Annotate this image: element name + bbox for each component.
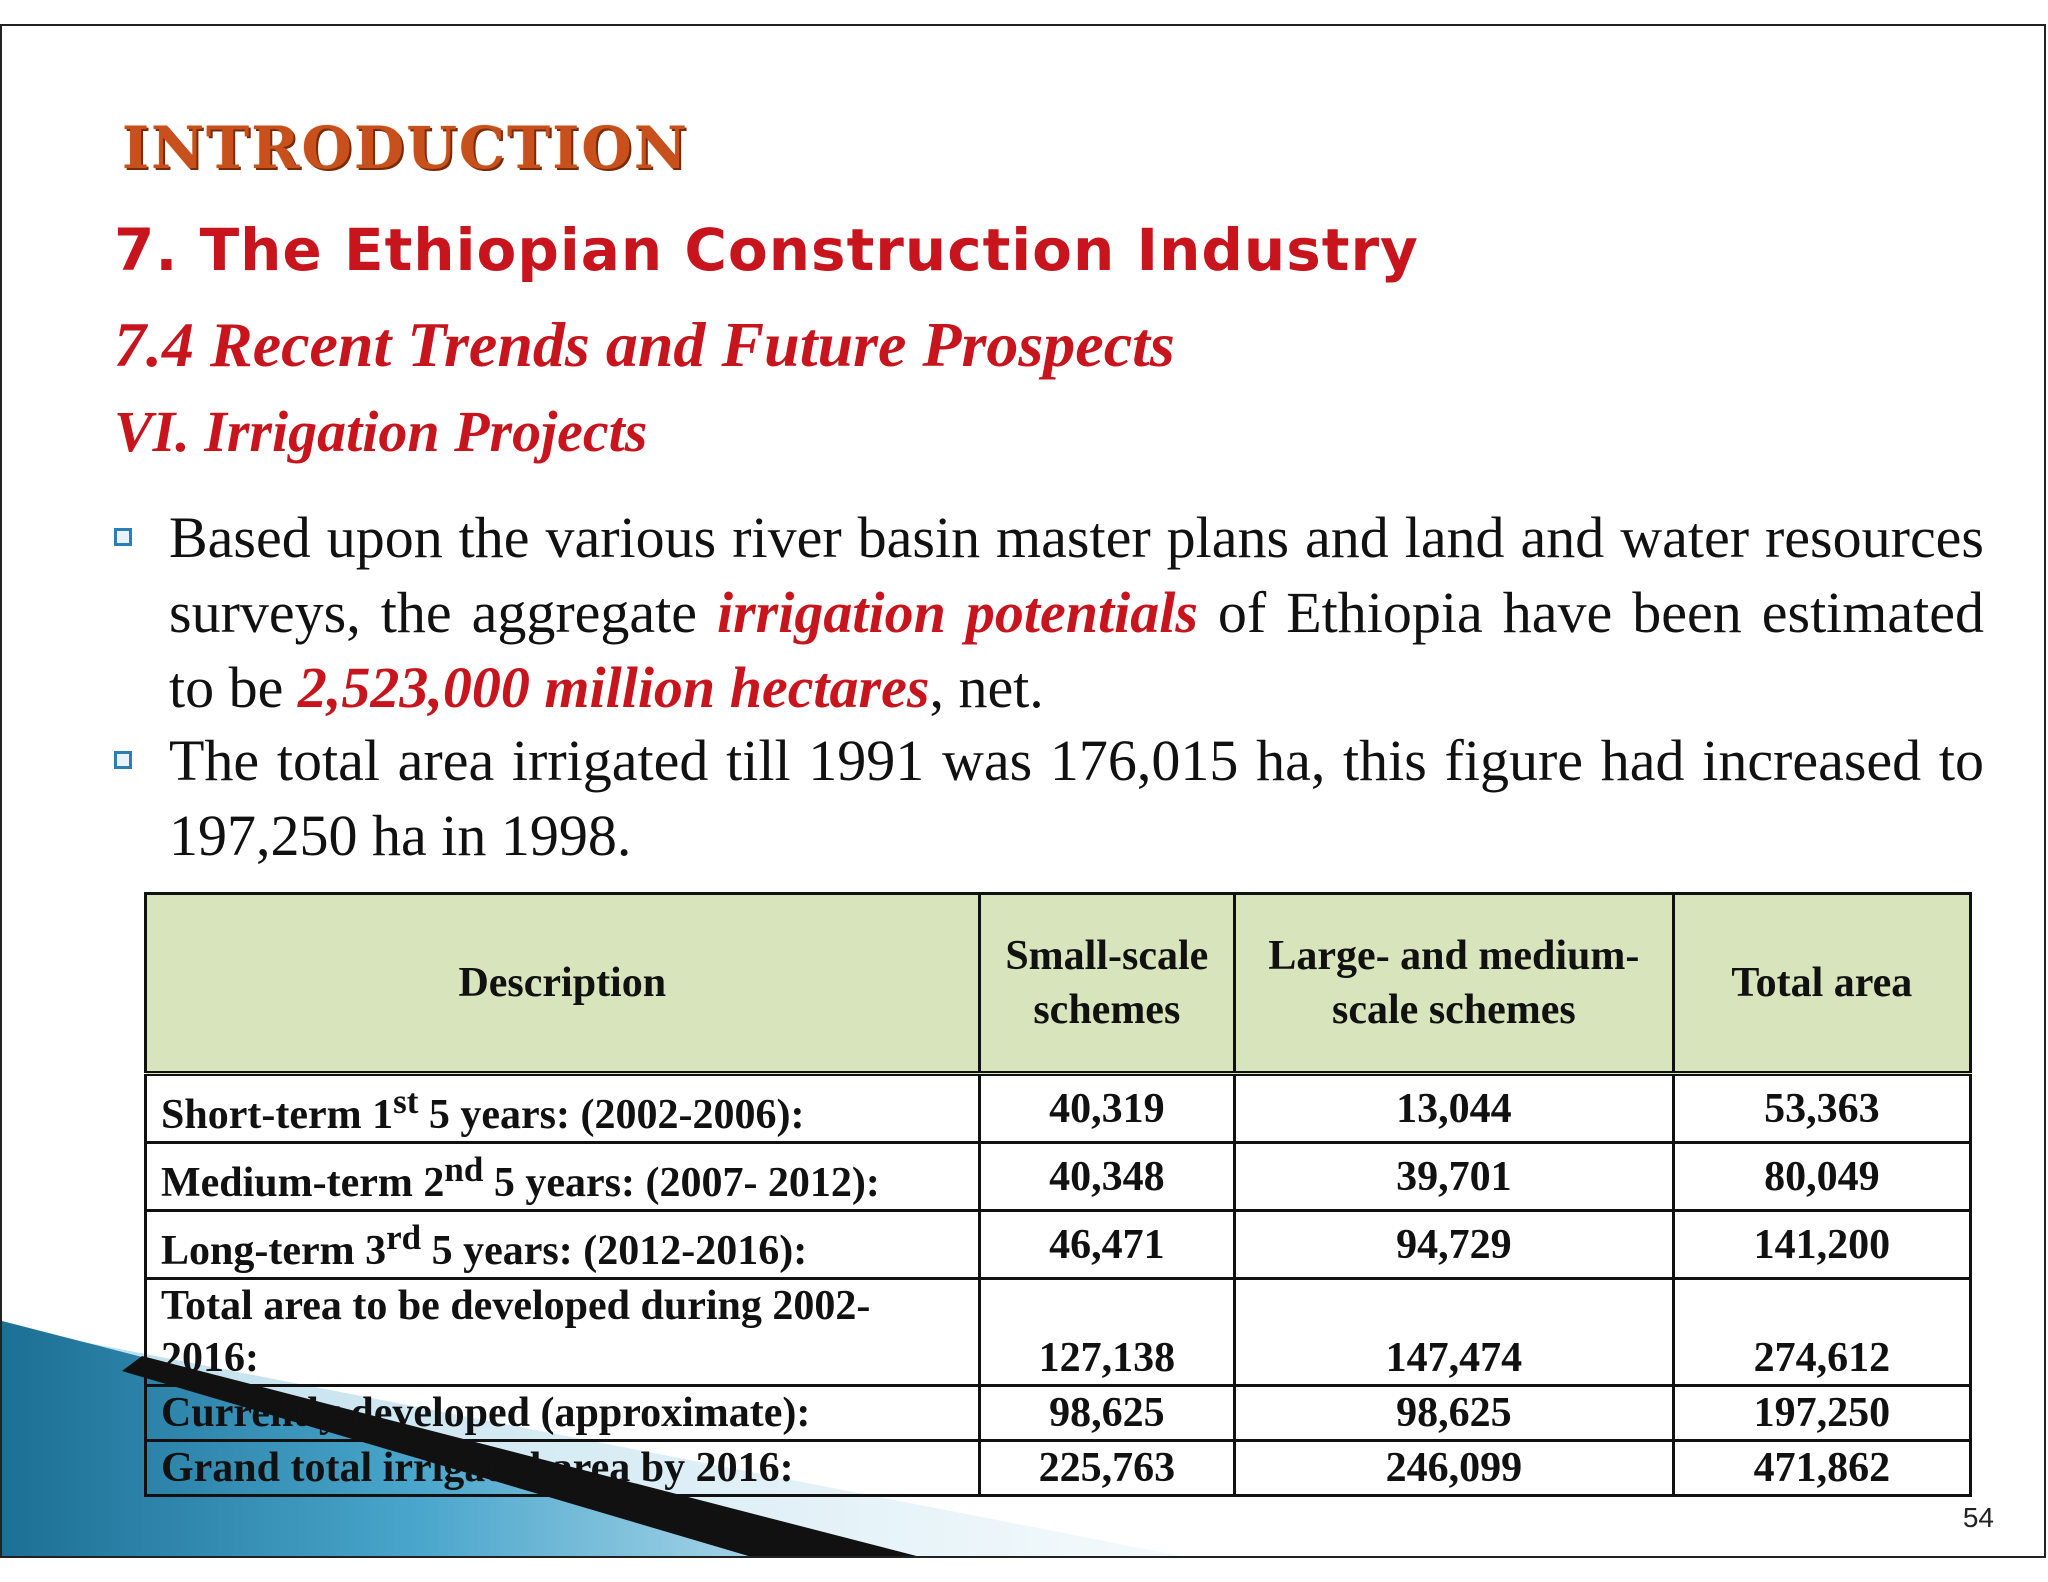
- header-total-area: Total area: [1671, 892, 1973, 1076]
- section-title: INTRODUCTION: [122, 114, 689, 182]
- bullet-text-part: of Ethiopia have been estimated to be: [169, 580, 1985, 720]
- cell-total: 274,612: [1671, 1277, 1973, 1387]
- row-description: Medium-term 2nd 5 years: (2007- 2012):: [144, 1141, 981, 1212]
- row-description: Total area to be developed during 2002-2…: [144, 1277, 981, 1387]
- emphasis-hectares: 2,523,000 million hectares: [297, 655, 930, 720]
- bullet-square-icon: [114, 528, 132, 546]
- desc-text: Long-term 3: [161, 1228, 387, 1274]
- row-description: Grand total irrigated area by 2016:: [144, 1439, 981, 1497]
- cell-large-medium: 94,729: [1233, 1209, 1675, 1280]
- cell-large-medium: 13,044: [1233, 1072, 1675, 1144]
- desc-text: 5 years: (2012-2016):: [421, 1228, 808, 1274]
- bullet-text-part: , net.: [929, 655, 1044, 720]
- cell-small-scale: 127,138: [977, 1277, 1237, 1387]
- cell-small-scale: 98,625: [977, 1384, 1237, 1442]
- cell-large-medium: 98,625: [1233, 1384, 1675, 1442]
- table-row: Currently developed (approximate): 98,62…: [144, 1384, 1973, 1442]
- table-row: Medium-term 2nd 5 years: (2007- 2012): 4…: [144, 1141, 1973, 1212]
- cell-small-scale: 225,763: [977, 1439, 1237, 1497]
- header-large-medium-scale: Large- and medium-scale schemes: [1233, 892, 1675, 1076]
- cell-total: 197,250: [1671, 1384, 1973, 1442]
- cell-large-medium: 246,099: [1233, 1439, 1675, 1497]
- page-number: 54: [1962, 1502, 1994, 1533]
- bullet-text-2: The total area irrigated till 1991 was 1…: [169, 728, 1984, 868]
- bullet-item-1: Based upon the various river basin maste…: [114, 500, 1984, 725]
- cell-small-scale: 46,471: [977, 1209, 1237, 1280]
- cell-large-medium: 147,474: [1233, 1277, 1675, 1387]
- table-header-row: Description Small-scale schemes Large- a…: [144, 892, 1973, 1076]
- ordinal-suffix: st: [393, 1082, 419, 1121]
- row-description: Currently developed (approximate):: [144, 1384, 981, 1442]
- row-description: Short-term 1st 5 years: (2002-2006):: [144, 1072, 981, 1144]
- slide: INTRODUCTION 7. The Ethiopian Constructi…: [0, 24, 2046, 1558]
- bullet-item-2: The total area irrigated till 1991 was 1…: [114, 723, 1984, 873]
- bullet-square-icon: [114, 751, 132, 769]
- cell-total: 471,862: [1671, 1439, 1973, 1497]
- bullet-text-1: Based upon the various river basin maste…: [169, 500, 1984, 725]
- desc-text: 5 years: (2007- 2012):: [483, 1160, 880, 1206]
- cell-total: 53,363: [1671, 1072, 1973, 1144]
- page-heading: 7. The Ethiopian Construction Industry: [114, 216, 1419, 284]
- cell-total: 141,200: [1671, 1209, 1973, 1280]
- bullet-text-part: Based upon the various river basin maste…: [169, 505, 1984, 645]
- cell-small-scale: 40,348: [977, 1141, 1237, 1212]
- emphasis-irrigation-potentials: irrigation potentials: [717, 580, 1198, 645]
- table-row: Grand total irrigated area by 2016: 225,…: [144, 1439, 1973, 1497]
- header-small-scale: Small-scale schemes: [977, 892, 1237, 1076]
- cell-small-scale: 40,319: [977, 1072, 1237, 1144]
- header-description: Description: [144, 892, 981, 1076]
- table-row: Long-term 3rd 5 years: (2012-2016): 46,4…: [144, 1209, 1973, 1280]
- subsection-title: VI. Irrigation Projects: [114, 399, 648, 464]
- cell-large-medium: 39,701: [1233, 1141, 1675, 1212]
- ordinal-suffix: nd: [444, 1150, 484, 1189]
- page-subheading: 7.4 Recent Trends and Future Prospects: [114, 309, 1175, 380]
- desc-text: Medium-term 2: [161, 1160, 445, 1206]
- row-description: Long-term 3rd 5 years: (2012-2016):: [144, 1209, 981, 1280]
- cell-total: 80,049: [1671, 1141, 1973, 1212]
- desc-text: Short-term 1: [161, 1092, 394, 1138]
- desc-text: 5 years: (2002-2006):: [418, 1092, 805, 1138]
- irrigation-table: Description Small-scale schemes Large- a…: [144, 892, 1973, 1497]
- table-row: Short-term 1st 5 years: (2002-2006): 40,…: [144, 1072, 1973, 1144]
- ordinal-suffix: rd: [386, 1218, 422, 1257]
- table-row: Total area to be developed during 2002-2…: [144, 1277, 1973, 1387]
